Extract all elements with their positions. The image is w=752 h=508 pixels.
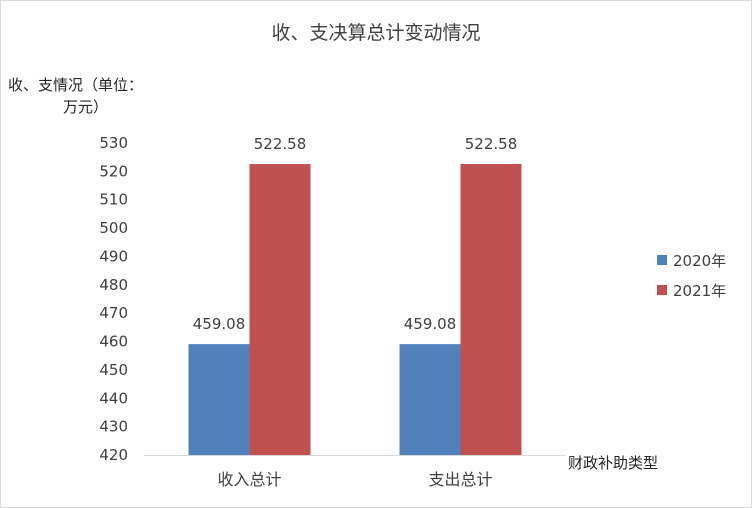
- y-tick-label: 520: [99, 162, 128, 180]
- y-tick-label: 490: [99, 247, 128, 265]
- y-axis-label-line-1: 收、支情况（单位：: [8, 76, 144, 94]
- bar-2020年-支出总计: [399, 344, 461, 455]
- legend-label-2020: 2020年: [673, 251, 727, 270]
- y-tick-label: 530: [99, 134, 128, 152]
- chart-title: 收、支决算总计变动情况: [271, 22, 481, 44]
- data-label: 459.08: [404, 315, 457, 333]
- y-tick-label: 480: [99, 276, 128, 294]
- data-label: 522.58: [254, 135, 307, 153]
- x-tick-label: 收入总计: [217, 470, 281, 489]
- y-tick-label: 510: [99, 191, 128, 209]
- y-tick-label: 450: [99, 361, 128, 379]
- legend-swatch-2021: [657, 285, 667, 295]
- y-tick-label: 430: [99, 418, 128, 436]
- legend-swatch-2020: [657, 255, 667, 265]
- y-axis-label-line-2: 万元）: [63, 98, 109, 116]
- data-label: 459.08: [193, 315, 246, 333]
- bar-2021年-收入总计: [249, 164, 311, 455]
- legend-label-2021: 2021年: [673, 281, 727, 300]
- y-tick-label: 440: [99, 389, 128, 407]
- bar-2020年-收入总计: [188, 344, 250, 455]
- x-tick-label: 支出总计: [428, 470, 492, 489]
- x-axis-label: 财政补助类型: [568, 454, 659, 472]
- data-label: 522.58: [465, 135, 518, 153]
- y-tick-label: 500: [99, 219, 128, 237]
- legend: 2020年 2021年: [657, 245, 726, 305]
- bar-2021年-支出总计: [460, 164, 522, 455]
- y-tick-label: 470: [99, 304, 128, 322]
- legend-item-2020: 2020年: [657, 245, 726, 275]
- legend-item-2021: 2021年: [657, 275, 726, 305]
- y-axis-label: 收、支情况（单位： 万元）: [8, 74, 158, 118]
- y-tick-label: 460: [99, 333, 128, 351]
- y-tick-label: 420: [99, 446, 128, 464]
